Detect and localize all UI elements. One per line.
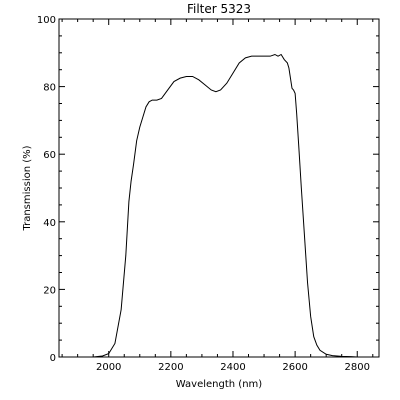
y-tick-label: 40 [43, 218, 56, 229]
chart-title: Filter 5323 [187, 2, 251, 16]
y-tick-label: 100 [37, 15, 56, 26]
axis-tick-labels: 2000 2200 2400 2600 2800 0 20 40 60 80 100 [37, 15, 370, 373]
y-tick-label: 20 [43, 285, 56, 296]
x-tick-label: 2000 [96, 362, 121, 373]
x-tick-label: 2400 [220, 362, 245, 373]
plot-frame [58, 18, 380, 358]
y-tick-label: 80 [43, 83, 56, 94]
x-axis-label: Wavelength (nm) [176, 379, 262, 390]
x-tick-label: 2600 [282, 362, 307, 373]
y-axis-label: Transmission (%) [22, 145, 33, 231]
axis-ticks [59, 18, 379, 358]
x-tick-label: 2800 [345, 362, 370, 373]
x-tick-label: 2200 [158, 362, 183, 373]
y-tick-label: 0 [50, 353, 56, 364]
y-tick-label: 60 [43, 150, 56, 161]
transmission-curve [93, 53, 367, 358]
